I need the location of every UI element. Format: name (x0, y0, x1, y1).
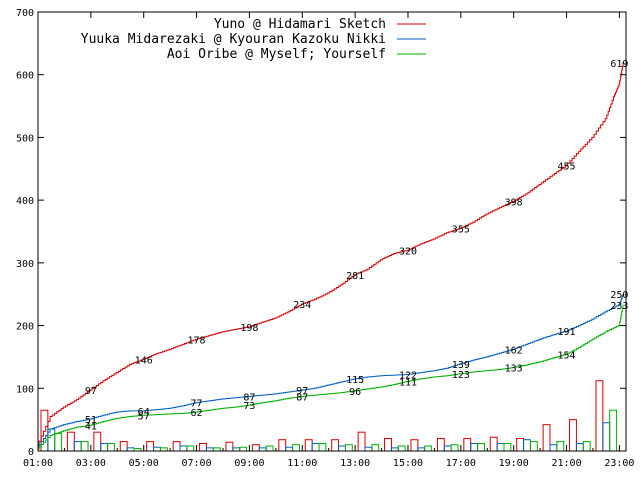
data-label: 62 (191, 408, 203, 419)
data-label: 97 (296, 386, 308, 397)
x-tick-label: 01:00 (23, 458, 53, 469)
series-line (37, 304, 624, 451)
series-line (37, 62, 624, 451)
data-label: 154 (558, 350, 576, 361)
legend-entry-label: Aoi Oribe @ Myself; Yourself (167, 47, 386, 62)
x-tick-label: 21:00 (551, 458, 581, 469)
data-label: 97 (85, 386, 97, 397)
legend-entry-label: Yuno @ Hidamari Sketch (214, 17, 386, 32)
axis-ticks: 0 100 200 300 400 500 600 700 01:00 03:00 05:00 07:… (16, 8, 635, 469)
data-label: 87 (243, 392, 255, 403)
data-label: 115 (346, 375, 364, 386)
cumulative-lines (37, 62, 624, 451)
data-label: 73 (243, 401, 255, 412)
plot-frame (37, 11, 627, 452)
data-label: 41 (85, 421, 97, 432)
x-tick-label: 09:00 (234, 458, 264, 469)
y-tick-label: 500 (16, 133, 34, 144)
y-tick-label: 200 (16, 322, 34, 333)
data-label: 51 (85, 415, 97, 426)
x-tick-label: 07:00 (182, 458, 212, 469)
data-label: 87 (296, 392, 308, 403)
y-tick-label: 300 (16, 259, 34, 270)
y-tick-label: 600 (16, 71, 34, 82)
data-label: 320 (399, 246, 417, 257)
data-label: 57 (138, 411, 150, 422)
y-tick-label: 700 (16, 8, 34, 19)
data-label: 123 (452, 370, 470, 381)
y-tick-label: 400 (16, 196, 34, 207)
x-tick-label: 15:00 (393, 458, 423, 469)
data-label: 77 (191, 399, 203, 410)
x-tick-label: 13:00 (340, 458, 370, 469)
data-labels: 97 146 178 198 234 281 320 355 398 455 619 51 64 77 87… (85, 59, 629, 432)
data-label: 281 (346, 271, 364, 282)
x-tick-label: 19:00 (499, 458, 529, 469)
data-label: 162 (505, 345, 523, 356)
data-label: 198 (240, 323, 258, 334)
data-label: 96 (349, 387, 361, 398)
data-label: 619 (610, 59, 628, 70)
data-label: 234 (293, 300, 311, 311)
x-tick-label: 11:00 (287, 458, 317, 469)
data-label: 111 (399, 377, 417, 388)
legend-entry-label: Yuuka Midarezaki @ Kyouran Kazoku Nikki (81, 32, 386, 47)
x-tick-label: 03:00 (76, 458, 106, 469)
data-label: 122 (399, 370, 417, 381)
data-label: 250 (610, 290, 628, 301)
data-label: 455 (558, 162, 576, 173)
data-label: 146 (135, 355, 153, 366)
y-tick-label: 100 (16, 384, 34, 395)
data-label: 133 (505, 364, 523, 375)
data-label: 233 (610, 301, 628, 312)
data-label: 398 (505, 197, 523, 208)
x-tick-label: 23:00 (604, 458, 634, 469)
x-tick-label: 05:00 (129, 458, 159, 469)
data-label: 64 (138, 407, 150, 418)
y-tick-label: 0 (28, 447, 34, 458)
series-line (37, 293, 624, 451)
data-label: 191 (558, 327, 576, 338)
data-label: 139 (452, 360, 470, 371)
data-label: 178 (188, 335, 206, 346)
data-label: 355 (452, 224, 470, 235)
x-tick-label: 17:00 (446, 458, 476, 469)
